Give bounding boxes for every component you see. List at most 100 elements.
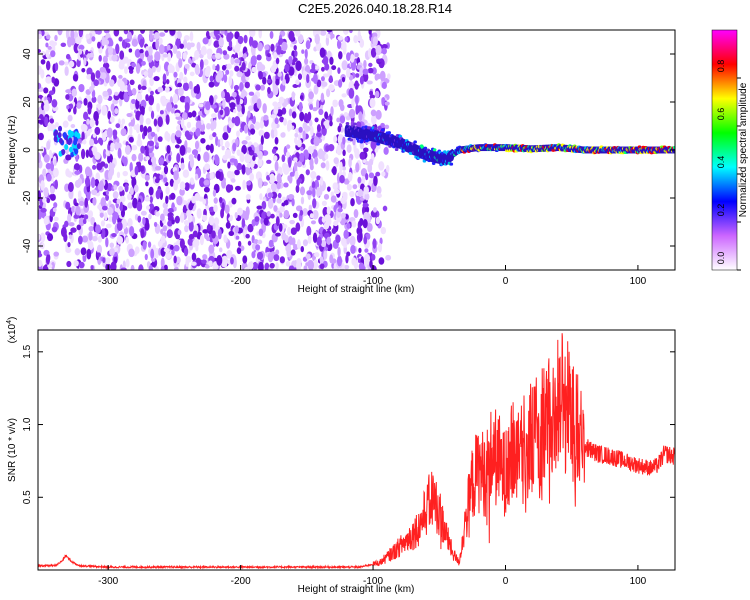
heatmap-noise-cell bbox=[370, 114, 377, 125]
heatmap-noise-cell bbox=[270, 43, 275, 52]
heatmap-noise-cell bbox=[362, 219, 368, 229]
heatmap-noise-cell bbox=[90, 216, 96, 226]
heatmap-noise-cell bbox=[229, 31, 233, 41]
heatmap-marks bbox=[38, 30, 675, 270]
heatmap-noise-cell bbox=[281, 154, 286, 163]
heatmap-noise-cell bbox=[120, 195, 126, 203]
heatmap-noise-cell bbox=[64, 61, 69, 66]
heatmap-noise-cell bbox=[113, 184, 118, 191]
heatmap-noise-cell bbox=[245, 169, 251, 176]
heatmap-noise-cell bbox=[348, 157, 352, 168]
heatmap-noise-cell bbox=[166, 133, 171, 142]
heatmap-noise-cell bbox=[169, 244, 174, 250]
heatmap-noise-cell bbox=[234, 225, 239, 234]
heatmap-noise-cell bbox=[289, 219, 296, 225]
heatmap-noise-cell bbox=[263, 217, 269, 226]
heatmap-noise-cell bbox=[194, 50, 200, 60]
heatmap-noise-cell bbox=[258, 129, 265, 137]
heatmap-noise-cell bbox=[64, 220, 69, 228]
heatmap-noise-cell bbox=[321, 81, 328, 87]
heatmap-noise-cell bbox=[105, 257, 111, 265]
heatmap-noise-cell bbox=[82, 139, 87, 145]
heatmap-noise-cell bbox=[294, 50, 298, 57]
heatmap-noise-cell bbox=[148, 264, 154, 270]
heatmap-noise-cell bbox=[336, 144, 343, 156]
heatmap-noise-cell bbox=[100, 197, 107, 208]
heatmap-noise-cell bbox=[292, 57, 298, 63]
heatmap-noise-cell bbox=[180, 212, 185, 223]
heatmap-noise-cell bbox=[103, 211, 108, 221]
heatmap-noise-cell bbox=[111, 54, 118, 62]
colorbar-frame bbox=[711, 29, 738, 271]
heatmap-noise-cell bbox=[143, 71, 149, 77]
heatmap-noise-cell bbox=[211, 104, 217, 109]
heatmap-noise-cell bbox=[67, 213, 72, 223]
heatmap-noise-cell bbox=[192, 230, 198, 238]
heatmap-noise-cell bbox=[325, 160, 330, 171]
heatmap-noise-cell bbox=[186, 147, 192, 153]
heatmap-noise-cell bbox=[105, 223, 112, 229]
heatmap-noise-cell bbox=[242, 53, 248, 58]
heatmap-noise-cell bbox=[204, 264, 210, 269]
heatmap-noise-cell bbox=[91, 96, 97, 103]
heatmap-noise-cell bbox=[81, 67, 86, 73]
heatmap-noise-cell bbox=[363, 147, 369, 153]
heatmap-noise-cell bbox=[310, 125, 314, 137]
heatmap-noise-cell bbox=[103, 30, 110, 34]
heatmap-noise-cell bbox=[379, 237, 383, 245]
heatmap-noise-cell bbox=[183, 220, 190, 226]
heatmap-noise-cell bbox=[290, 227, 297, 236]
heatmap-noise-cell bbox=[266, 159, 272, 164]
heatmap-noise-cell bbox=[255, 84, 261, 91]
colorbar-tick-label: 0.2 bbox=[716, 204, 726, 217]
heatmap-noise-cell bbox=[129, 225, 135, 237]
heatmap-noise-cell bbox=[257, 261, 264, 270]
heatmap-noise-cell bbox=[254, 121, 261, 130]
heatmap-noise-cell bbox=[316, 186, 320, 198]
heatmap-noise-cell bbox=[96, 244, 103, 255]
heatmap-ridge-cell bbox=[349, 138, 354, 142]
heatmap-noise-cell bbox=[68, 60, 75, 68]
heatmap-noise-cell bbox=[369, 94, 376, 99]
heatmap-ridge-cell bbox=[380, 128, 385, 132]
heatmap-noise-cell bbox=[329, 120, 333, 127]
heatmap-noise-cell bbox=[266, 78, 272, 84]
heatmap-noise-cell bbox=[205, 205, 210, 210]
heatmap-noise-cell bbox=[153, 75, 160, 82]
heatmap-noise-cell bbox=[289, 43, 294, 48]
heatmap-noise-cell bbox=[144, 253, 148, 261]
heatmap-noise-cell bbox=[165, 195, 169, 204]
heatmap-burst-cell bbox=[76, 143, 81, 150]
heatmap-noise-cell bbox=[312, 73, 318, 85]
heatmap-noise-cell bbox=[38, 132, 44, 141]
heatmap-noise-cell bbox=[275, 232, 281, 237]
heatmap-noise-cell bbox=[319, 263, 325, 270]
heatmap-noise-cell bbox=[97, 235, 103, 243]
heatmap-noise-cell bbox=[245, 206, 250, 217]
heatmap-noise-cell bbox=[198, 103, 204, 108]
heatmap-noise-cell bbox=[219, 247, 223, 253]
heatmap-noise-cell bbox=[355, 73, 360, 78]
heatmap-noise-cell bbox=[199, 234, 204, 246]
heatmap-noise-cell bbox=[261, 200, 267, 210]
heatmap-noise-cell bbox=[208, 134, 214, 141]
snr-x-tick-label: 100 bbox=[630, 576, 647, 587]
heatmap-noise-cell bbox=[75, 36, 82, 45]
heatmap-noise-cell bbox=[386, 73, 391, 80]
heatmap-noise-cell bbox=[139, 124, 144, 133]
heatmap-noise-cell bbox=[221, 64, 227, 71]
heatmap-noise-cell bbox=[199, 59, 204, 70]
heatmap-noise-cell bbox=[50, 50, 56, 58]
heatmap-noise-cell bbox=[363, 185, 370, 195]
heatmap-noise-cell bbox=[378, 161, 385, 171]
heatmap-noise-cell bbox=[188, 202, 194, 211]
heatmap-noise-cell bbox=[333, 189, 341, 195]
heatmap-noise-cell bbox=[355, 162, 360, 173]
heatmap-x-tick-label: -300 bbox=[98, 276, 118, 287]
heatmap-noise-cell bbox=[342, 136, 346, 145]
heatmap-noise-cell bbox=[236, 104, 242, 112]
heatmap-noise-cell bbox=[234, 44, 241, 53]
heatmap-noise-cell bbox=[40, 51, 46, 56]
heatmap-noise-cell bbox=[336, 39, 342, 50]
heatmap-noise-cell bbox=[129, 161, 133, 173]
